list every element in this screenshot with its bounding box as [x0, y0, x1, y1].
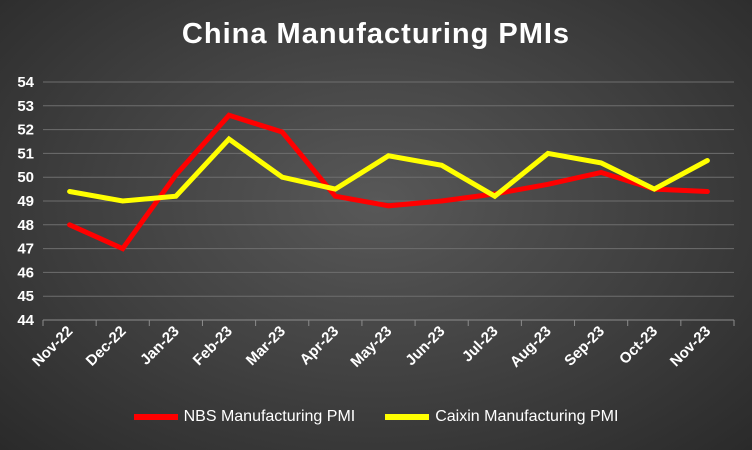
y-tick-label: 52	[17, 122, 34, 139]
legend: NBS Manufacturing PMI Caixin Manufacturi…	[0, 408, 752, 426]
y-tick-label: 45	[17, 288, 34, 305]
x-tick-label: Jan-23	[137, 323, 183, 369]
x-tick-label: May-23	[347, 323, 395, 371]
y-tick-label: 54	[17, 74, 34, 91]
x-tick-label: Jul-23	[459, 323, 502, 366]
x-tick-label: Feb-23	[190, 323, 236, 369]
x-tick-label: Mar-23	[243, 323, 289, 369]
legend-item-caixin: Caixin Manufacturing PMI	[385, 408, 618, 426]
legend-label-caixin: Caixin Manufacturing PMI	[435, 408, 619, 425]
x-tick-label: Sep-23	[561, 323, 608, 370]
y-tick-label: 44	[17, 312, 34, 329]
legend-item-nbs: NBS Manufacturing PMI	[133, 408, 356, 426]
series-line-0	[67, 112, 710, 252]
y-tick-label: 47	[17, 241, 34, 258]
x-tick-label: Apr-23	[297, 323, 343, 369]
y-tick-label: 51	[17, 145, 34, 162]
x-tick-label: Aug-23	[507, 323, 555, 371]
y-tick-label: 48	[17, 217, 34, 234]
y-tick-label: 49	[17, 193, 34, 210]
x-tick-label: Jun-23	[402, 323, 448, 369]
x-tick-label: Nov-23	[667, 323, 714, 370]
x-tick-label: Dec-22	[83, 323, 130, 370]
y-tick-label: 46	[17, 264, 34, 281]
legend-swatch-nbs	[133, 414, 178, 420]
chart-title: China Manufacturing PMIs	[181, 18, 571, 50]
y-tick-label: 53	[17, 98, 34, 115]
legend-label-nbs: NBS Manufacturing PMI	[183, 408, 356, 425]
y-tick-label: 50	[17, 169, 34, 186]
x-tick-label: Oct-23	[616, 323, 661, 368]
legend-swatch-caixin	[385, 414, 430, 420]
x-tick-label: Nov-22	[29, 323, 76, 370]
